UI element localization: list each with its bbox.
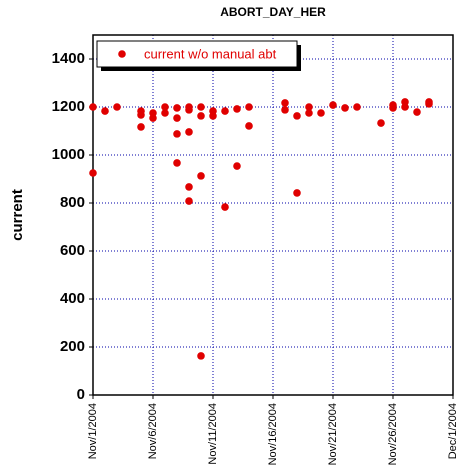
- y-tick-label: 600: [60, 242, 85, 259]
- point: [425, 100, 433, 108]
- point: [173, 130, 181, 138]
- point: [281, 106, 289, 114]
- y-tick-label: 0: [77, 386, 85, 403]
- point: [245, 122, 253, 130]
- point: [317, 109, 325, 117]
- point: [293, 112, 301, 120]
- y-axis-label: current: [9, 189, 26, 241]
- point: [173, 159, 181, 167]
- point: [221, 203, 229, 211]
- point: [185, 183, 193, 191]
- point: [161, 103, 169, 111]
- point: [305, 103, 313, 111]
- point: [401, 103, 409, 111]
- point: [197, 172, 205, 180]
- point: [161, 109, 169, 117]
- y-tick-label: 1400: [52, 50, 85, 67]
- point: [245, 103, 253, 111]
- x-tick-label: Nov/1/2004: [87, 403, 99, 459]
- point: [185, 197, 193, 205]
- point: [137, 123, 145, 131]
- point: [185, 106, 193, 114]
- plot-frame: [92, 34, 454, 396]
- point: [113, 103, 121, 111]
- legend-marker: [118, 50, 126, 58]
- point: [413, 108, 421, 116]
- y-tick-label: 1000: [52, 146, 85, 163]
- point: [101, 107, 109, 115]
- point: [89, 169, 97, 177]
- point: [89, 103, 97, 111]
- x-tick-label: Nov/11/2004: [207, 403, 219, 465]
- y-tick-label: 800: [60, 194, 85, 211]
- legend-label: current w/o manual abt: [144, 46, 277, 61]
- chart-title: ABORT_DAY_HER: [220, 5, 326, 19]
- x-tick-label: Nov/21/2004: [327, 403, 339, 465]
- point: [377, 119, 385, 127]
- point: [305, 109, 313, 117]
- point: [137, 111, 145, 119]
- point: [329, 101, 337, 109]
- point: [281, 99, 289, 107]
- x-tick-label: Nov/26/2004: [387, 403, 399, 465]
- point: [197, 103, 205, 111]
- point: [209, 112, 217, 120]
- point: [197, 352, 205, 360]
- point: [389, 104, 397, 112]
- point: [185, 128, 193, 136]
- point: [173, 104, 181, 112]
- point: [341, 104, 349, 112]
- y-tick-label: 1200: [52, 98, 85, 115]
- point: [293, 189, 301, 197]
- x-tick-label: Nov/16/2004: [267, 403, 279, 465]
- point: [353, 103, 361, 111]
- point: [197, 112, 205, 120]
- point: [233, 105, 241, 113]
- point: [221, 107, 229, 115]
- x-tick-label: Dec/1/2004: [447, 403, 459, 459]
- legend-box: [96, 40, 298, 68]
- point: [149, 114, 157, 122]
- point: [233, 162, 241, 170]
- x-tick-label: Nov/6/2004: [147, 403, 159, 459]
- point: [173, 114, 181, 122]
- y-tick-label: 200: [60, 338, 85, 355]
- y-tick-label: 400: [60, 290, 85, 307]
